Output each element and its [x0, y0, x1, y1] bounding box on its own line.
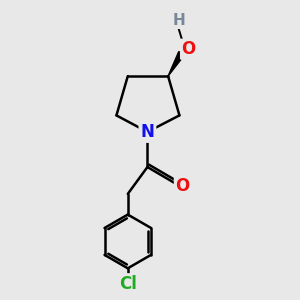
Text: O: O — [182, 40, 196, 58]
Text: Cl: Cl — [119, 275, 137, 293]
Polygon shape — [168, 52, 184, 76]
Text: H: H — [173, 13, 186, 28]
Text: N: N — [140, 123, 154, 141]
Text: O: O — [176, 177, 190, 195]
